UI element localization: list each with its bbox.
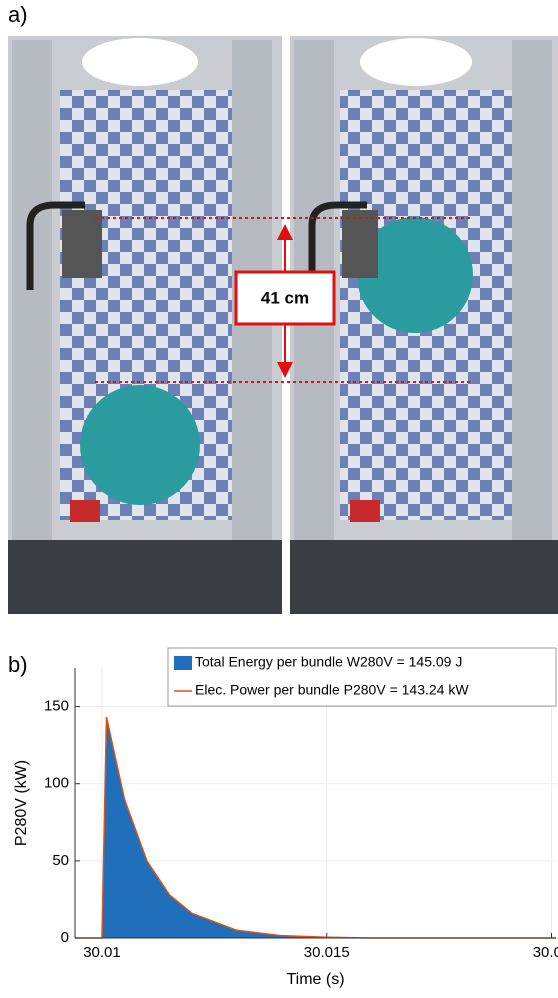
- legend-label: Elec. Power per bundle P280V = 143.24 kW: [195, 682, 469, 698]
- y-tick-label: 0: [61, 929, 69, 946]
- legend-swatch: [174, 656, 192, 670]
- y-tick-label: 150: [44, 698, 69, 715]
- area: [75, 717, 556, 938]
- annotation: 41 cm: [261, 288, 309, 307]
- y-tick-label: 100: [44, 775, 69, 792]
- panel-label: b): [8, 652, 28, 677]
- chart: 0 50 100 150 30.01 30.015 30.02 Time (s) P280V (…: [13, 648, 558, 988]
- legend-label: Total Energy per bundle W280V = 145.09 J: [195, 654, 462, 670]
- figure: a) 41 cm b) 0 50 100 150 30.01 30.015 30.02 Tim…: [0, 0, 558, 993]
- y-tick-label: 50: [52, 852, 69, 869]
- x-axis-label: Time (s): [286, 971, 344, 988]
- x-tick-label: 30.015: [304, 944, 350, 961]
- panel-label: a): [8, 2, 28, 27]
- x-tick-label: 30.02: [533, 944, 558, 961]
- x-tick-label: 30.01: [83, 944, 121, 961]
- y-axis-label: P280V (kW): [13, 760, 30, 846]
